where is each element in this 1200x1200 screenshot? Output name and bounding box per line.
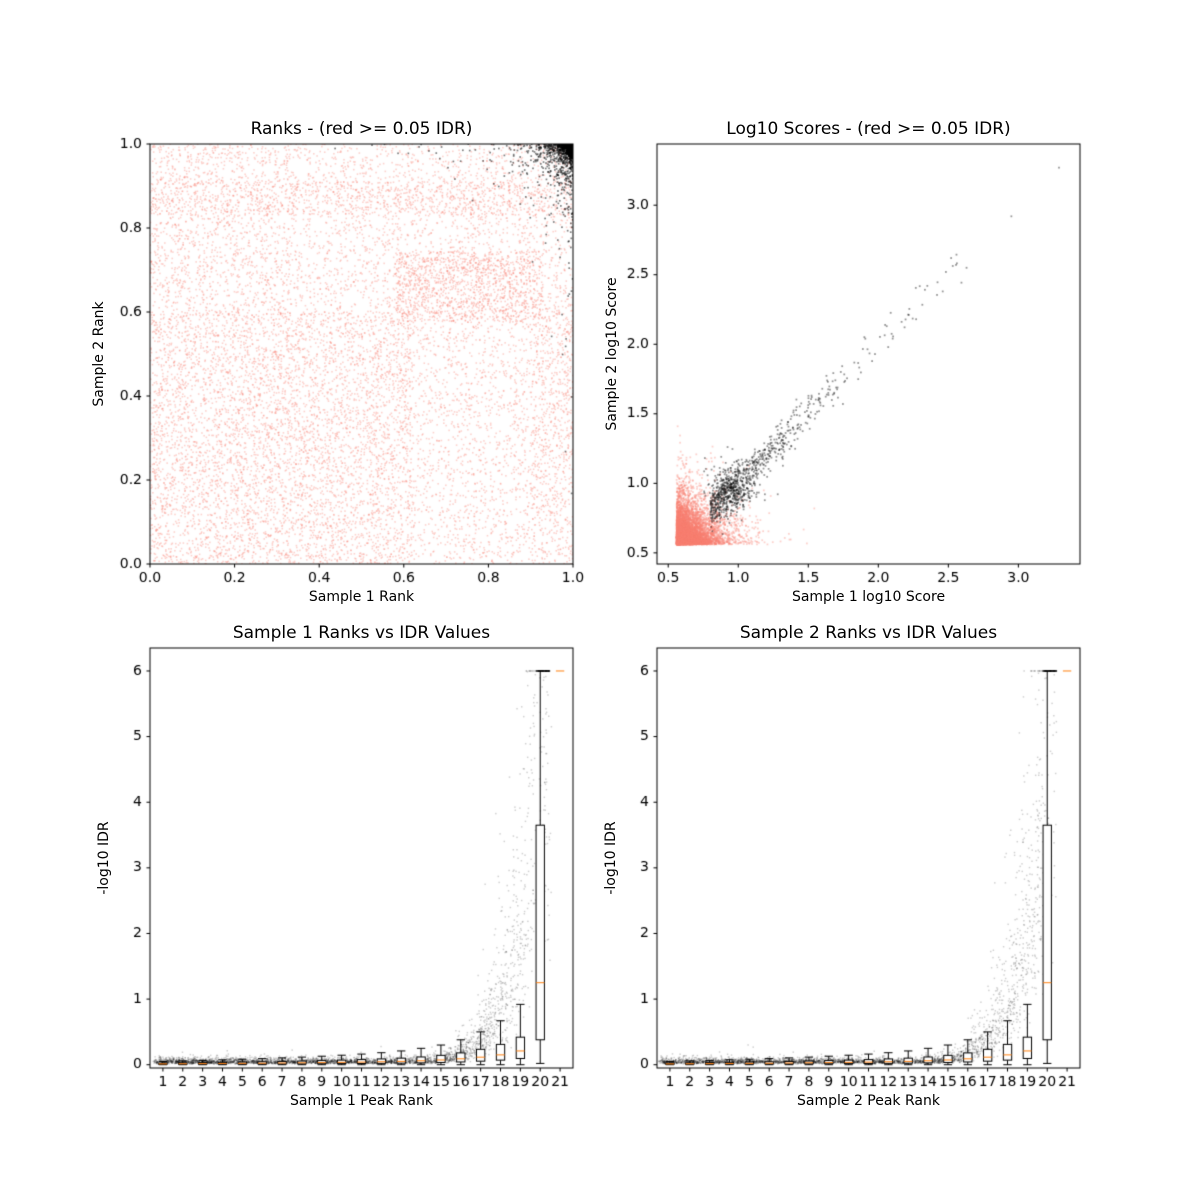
sample1-idr-plot-ylabel: -log10 IDR xyxy=(96,821,112,895)
sample2-idr-plot-ylabel: -log10 IDR xyxy=(603,821,619,895)
scores-plot-title: Log10 Scores - (red >= 0.05 IDR) xyxy=(726,119,1011,139)
sample1-idr-plot-title: Sample 1 Ranks vs IDR Values xyxy=(232,623,491,643)
sample2-idr-plot-title: Sample 2 Ranks vs IDR Values xyxy=(739,623,998,643)
ranks-plot-xlabel: Sample 1 Rank xyxy=(308,589,415,605)
sample1-idr-plot-xlabel: Sample 1 Peak Rank xyxy=(290,1093,433,1109)
scores-plot-ylabel: Sample 2 log10 Score xyxy=(604,277,620,431)
sample2-idr-plot-xlabel: Sample 2 Peak Rank xyxy=(797,1093,940,1109)
ranks-plot-title: Ranks - (red >= 0.05 IDR) xyxy=(250,119,473,139)
scores-plot-xlabel: Sample 1 log10 Score xyxy=(791,589,946,605)
ranks-plot-ylabel: Sample 2 Rank xyxy=(91,301,107,407)
